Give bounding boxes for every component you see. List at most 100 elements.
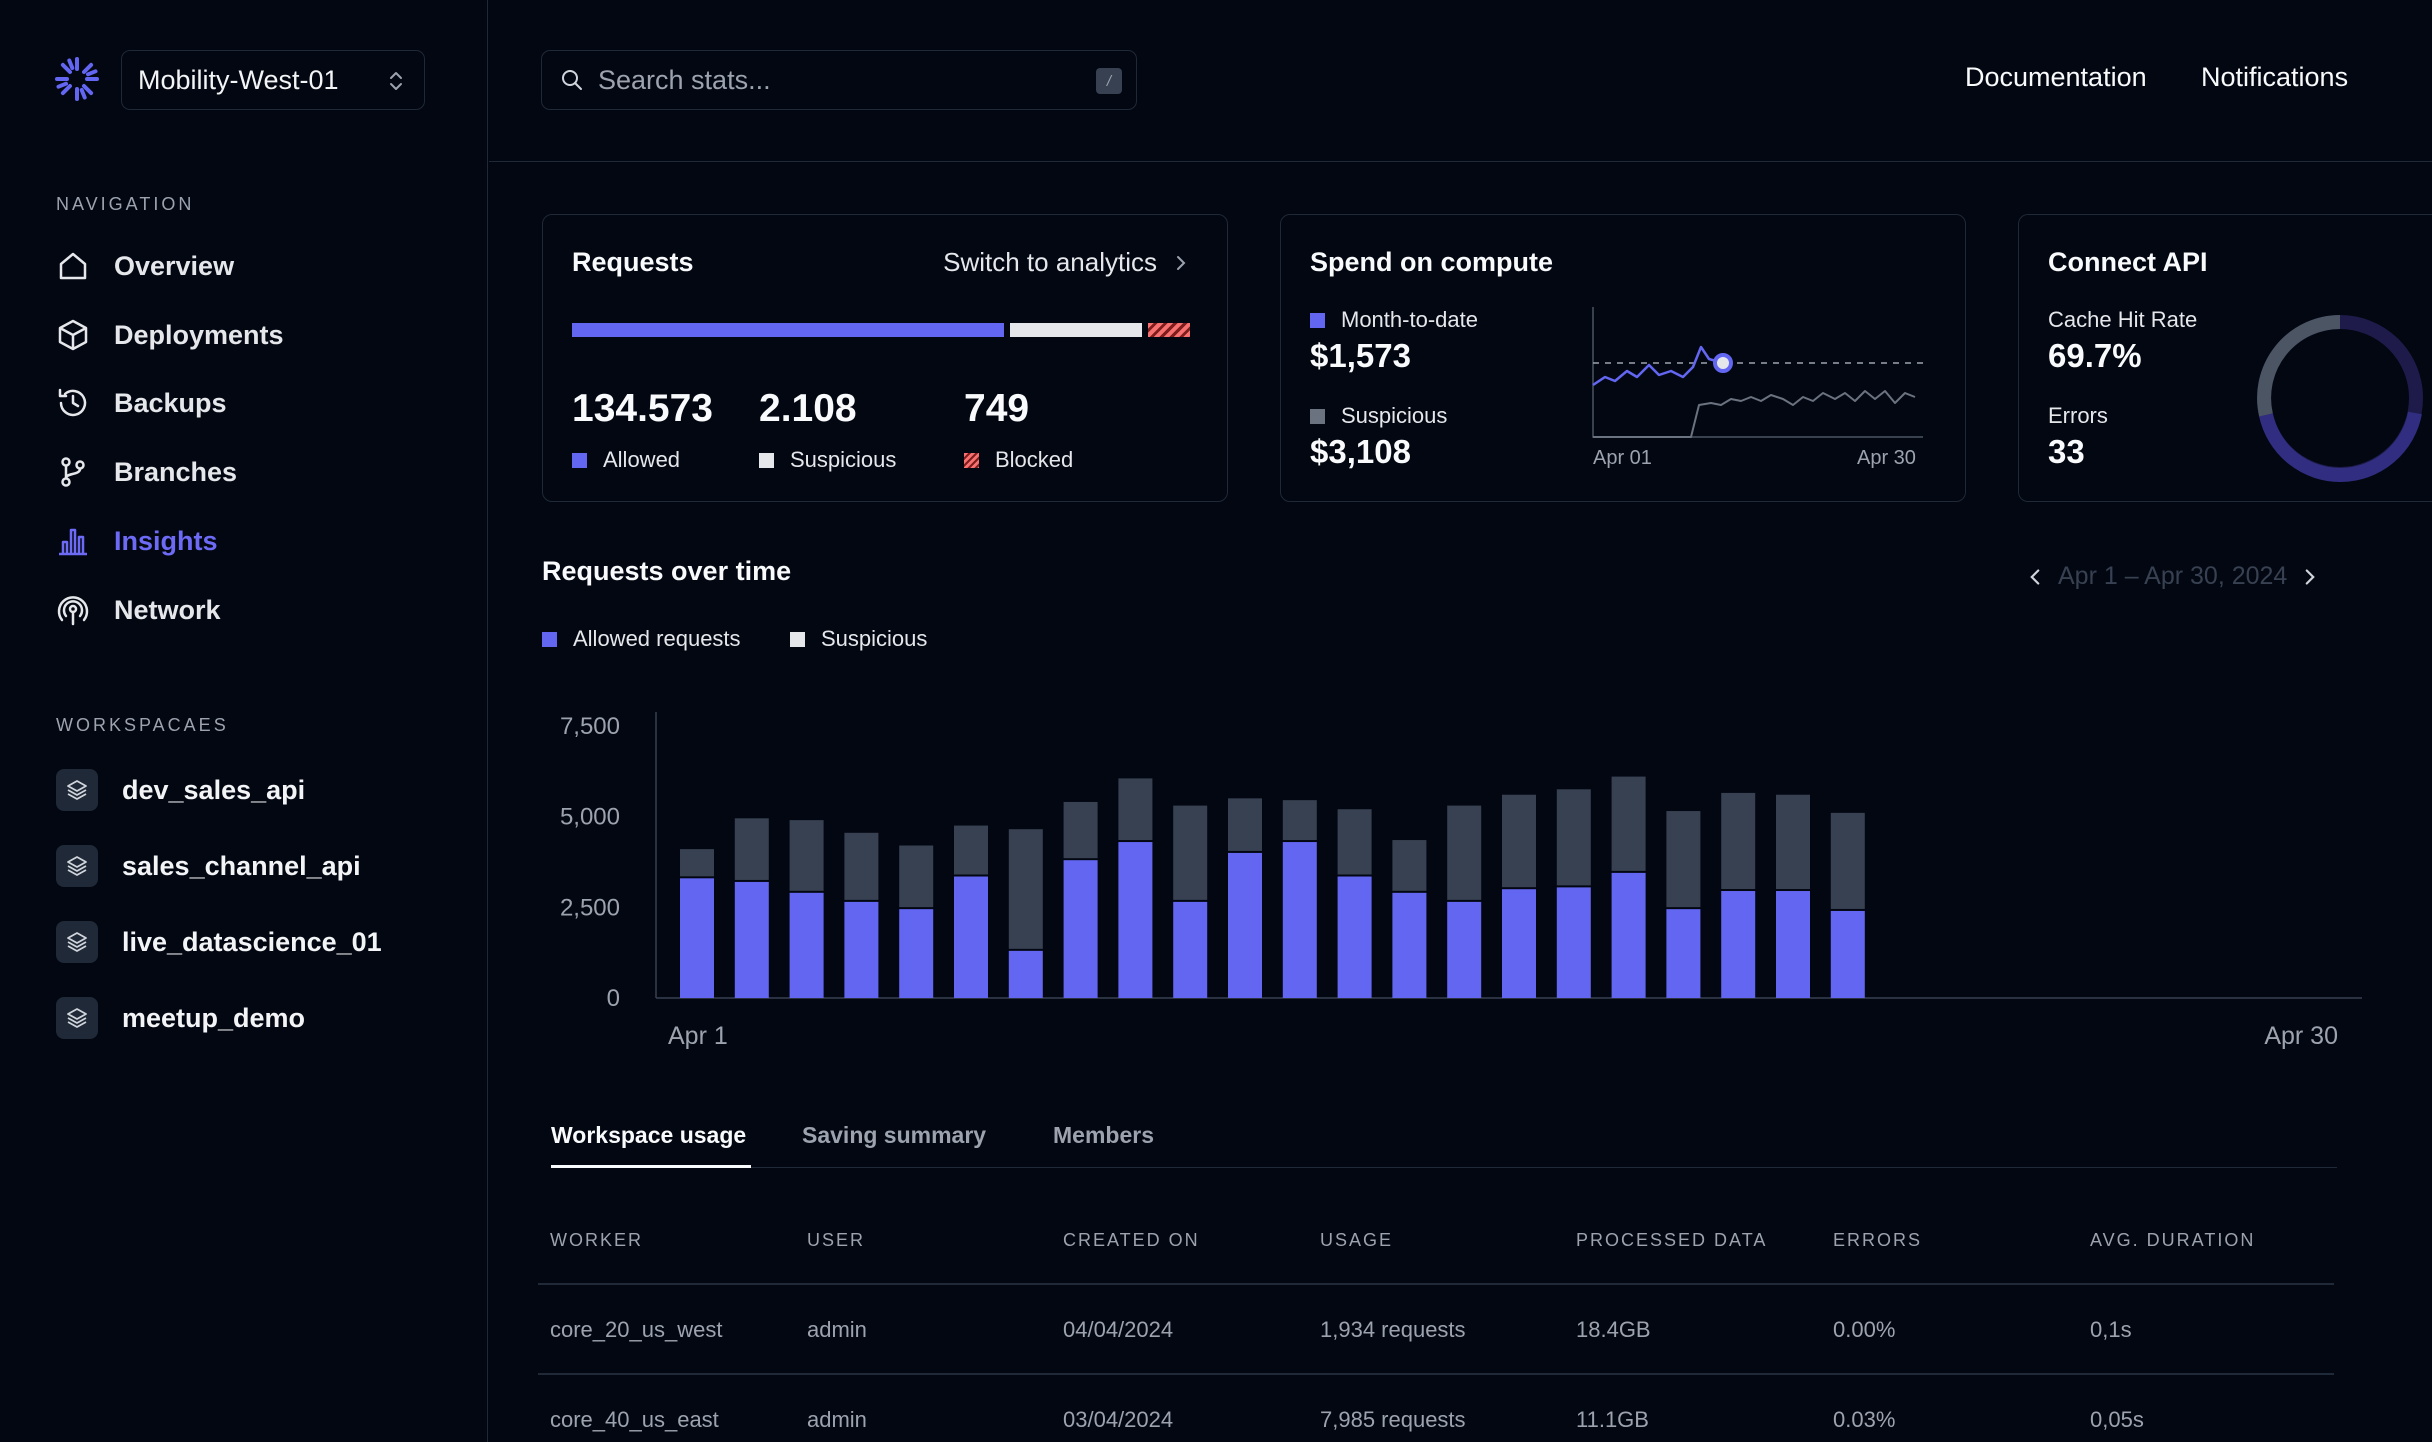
chevron-right-icon[interactable]	[2297, 564, 2323, 590]
workspace-item-live-datascience-01[interactable]: live_datascience_01	[56, 919, 382, 965]
bar-suspicious[interactable]	[680, 849, 714, 877]
nav-item-backups[interactable]: Backups	[56, 378, 227, 428]
bar-suspicious[interactable]	[1173, 805, 1208, 900]
bar-allowed[interactable]	[1666, 909, 1701, 998]
bar-suspicious[interactable]	[1611, 776, 1646, 871]
bar-allowed[interactable]	[1721, 891, 1756, 998]
x-axis-start-label: Apr 1	[668, 1022, 728, 1050]
bar-suspicious[interactable]	[1008, 829, 1043, 949]
column-header-usage: USAGE	[1320, 1230, 1394, 1250]
bar-allowed[interactable]	[844, 901, 879, 998]
tab-members[interactable]: Members	[1053, 1122, 1154, 1148]
documentation-link[interactable]: Documentation	[1965, 62, 2147, 92]
bar-suspicious[interactable]	[1556, 789, 1591, 886]
bar-suspicious[interactable]	[1502, 794, 1536, 888]
bar-suspicious[interactable]	[1282, 800, 1317, 841]
cell-processed-data: 18.4GB	[1576, 1317, 1651, 1342]
logo-icon[interactable]	[54, 56, 100, 102]
bar-suspicious[interactable]	[1447, 805, 1482, 900]
nav-item-insights[interactable]: Insights	[56, 516, 218, 566]
switch-to-analytics-link[interactable]: Switch to analytics	[943, 247, 1193, 278]
blocked-progress-segment	[1148, 323, 1190, 337]
bar-allowed[interactable]	[1447, 901, 1482, 998]
search-input[interactable]	[598, 64, 1078, 96]
search-shortcut-key: /	[1096, 68, 1122, 94]
mtd-legend: Month-to-date	[1310, 307, 1478, 333]
workspace-selector[interactable]: Mobility-West-01	[121, 50, 425, 110]
workspace-item-meetup-demo[interactable]: meetup_demo	[56, 995, 305, 1041]
sidebar: Mobility-West-01 NAVIGATION Overview Dep…	[0, 0, 488, 1442]
spend-x-start: Apr 01	[1593, 447, 1652, 469]
bar-allowed[interactable]	[1337, 876, 1372, 998]
column-header-avg-duration: AVG. DURATION	[2090, 1230, 2256, 1250]
nav-item-network[interactable]: Network	[56, 585, 221, 635]
bar-allowed[interactable]	[1173, 901, 1208, 998]
bar-suspicious[interactable]	[899, 845, 934, 908]
bar-allowed[interactable]	[899, 909, 934, 998]
allowed-count: 134.573	[572, 387, 713, 430]
column-header-processed-data: PROCESSED DATA	[1576, 1230, 1768, 1250]
bar-allowed[interactable]	[954, 876, 988, 998]
legend-swatch-suspicious	[790, 631, 805, 647]
bar-allowed[interactable]	[1118, 842, 1153, 998]
x-axis-end-label: Apr 30	[2264, 1022, 2338, 1050]
search-box[interactable]: /	[541, 50, 1137, 110]
bar-suspicious[interactable]	[1721, 792, 1756, 890]
bar-suspicious[interactable]	[1392, 840, 1427, 891]
cell-created-on: 04/04/2024	[1063, 1317, 1174, 1342]
bar-suspicious[interactable]	[1228, 798, 1262, 851]
sparkline-point[interactable]	[1713, 353, 1733, 373]
suspicious-progress-segment	[1010, 323, 1142, 337]
bar-allowed[interactable]	[1392, 892, 1427, 998]
nav-item-deployments[interactable]: Deployments	[56, 310, 284, 360]
mtd-value: $1,573	[1310, 337, 1411, 374]
workspace-item-dev-sales-api[interactable]: dev_sales_api	[56, 767, 305, 813]
bar-suspicious[interactable]	[789, 820, 824, 891]
bar-allowed[interactable]	[1556, 887, 1591, 998]
bar-suspicious[interactable]	[1666, 811, 1701, 908]
bar-suspicious[interactable]	[1776, 794, 1810, 890]
mtd-swatch	[1310, 312, 1325, 328]
nav-item-label: Overview	[114, 250, 235, 281]
bar-allowed[interactable]	[1063, 860, 1098, 998]
bar-allowed[interactable]	[1611, 872, 1646, 998]
notifications-link[interactable]: Notifications	[2201, 62, 2349, 92]
bar-allowed[interactable]	[680, 878, 714, 998]
bar-suspicious[interactable]	[1063, 801, 1098, 859]
chart-legend-allowed: Allowed requests	[542, 626, 741, 652]
bar-suspicious[interactable]	[1830, 812, 1865, 909]
errors-value: 33	[2048, 433, 2085, 470]
nav-item-branches[interactable]: Branches	[56, 447, 237, 497]
column-header-errors: ERRORS	[1833, 1230, 1923, 1250]
y-tick-label: 7,500	[560, 713, 620, 740]
blocked-legend: Blocked	[964, 447, 1073, 473]
spend-x-end: Apr 30	[1857, 447, 1916, 469]
workspace-label: dev_sales_api	[122, 774, 306, 805]
bar-allowed[interactable]	[1008, 950, 1043, 998]
bar-suspicious[interactable]	[1337, 809, 1372, 875]
workspace-item-sales-channel-api[interactable]: sales_channel_api	[56, 843, 361, 889]
bar-allowed[interactable]	[1282, 842, 1317, 998]
allowed-progress-segment	[572, 323, 1004, 337]
bar-suspicious[interactable]	[734, 818, 769, 880]
bar-allowed[interactable]	[1502, 889, 1536, 998]
nav-item-label: Deployments	[114, 319, 284, 350]
spend-card: Spend on compute Month-to-date $1,573 Su…	[1280, 214, 1966, 502]
bar-suspicious[interactable]	[954, 825, 988, 875]
tab-saving-summary[interactable]: Saving summary	[802, 1122, 987, 1148]
nav-item-label: Branches	[114, 456, 238, 487]
bar-allowed[interactable]	[1228, 852, 1262, 998]
tab-workspace-usage[interactable]: Workspace usage	[551, 1118, 751, 1168]
column-header-user: USER	[807, 1230, 866, 1250]
spend-card-title: Spend on compute	[1310, 247, 1553, 277]
bar-suspicious[interactable]	[1118, 778, 1153, 841]
bar-allowed[interactable]	[734, 881, 769, 998]
chevron-left-icon[interactable]	[2022, 564, 2048, 590]
bar-allowed[interactable]	[789, 892, 824, 998]
nav-item-overview[interactable]: Overview	[56, 241, 234, 291]
bar-suspicious[interactable]	[844, 832, 879, 900]
cell-worker: core_40_us_east	[550, 1407, 719, 1432]
bar-allowed[interactable]	[1830, 910, 1865, 998]
bar-allowed[interactable]	[1776, 891, 1810, 998]
blocked-swatch	[964, 452, 979, 468]
